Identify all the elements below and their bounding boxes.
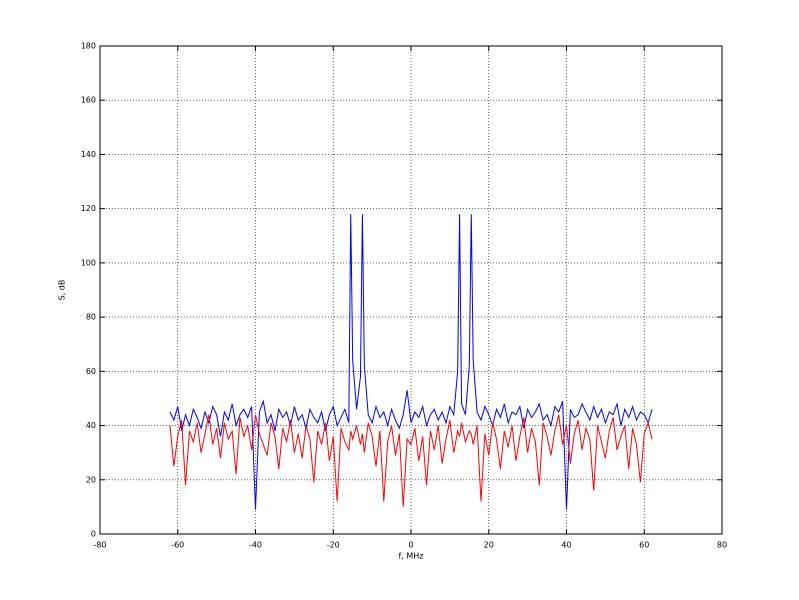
y-tick-label: 40 (86, 421, 96, 430)
plot-frame (99, 45, 723, 535)
y-tick-label: 120 (81, 204, 96, 213)
y-tick-label: 20 (86, 475, 96, 484)
x-tick-label: 60 (639, 541, 649, 550)
x-tick-label: 40 (561, 541, 571, 550)
y-tick-label: 140 (81, 150, 96, 159)
x-tick-label: -60 (171, 541, 184, 550)
y-tick-label: 60 (86, 367, 96, 376)
y-tick-label: 80 (86, 313, 96, 322)
x-tick-label: -80 (93, 541, 106, 550)
y-axis-label: S, dB (58, 280, 67, 301)
x-tick-label: -40 (249, 541, 262, 550)
y-tick-label: 0 (91, 530, 96, 539)
series-line (169, 414, 653, 507)
x-tick-label: 20 (484, 541, 494, 550)
x-tick-label: -20 (327, 541, 340, 550)
x-axis-label: f, MHz (398, 552, 423, 561)
y-tick-label: 100 (81, 258, 96, 267)
x-tick-label: 80 (717, 541, 727, 550)
x-tick-label: 0 (408, 541, 413, 550)
y-tick-label: 180 (81, 42, 96, 51)
y-tick-label: 160 (81, 96, 96, 105)
